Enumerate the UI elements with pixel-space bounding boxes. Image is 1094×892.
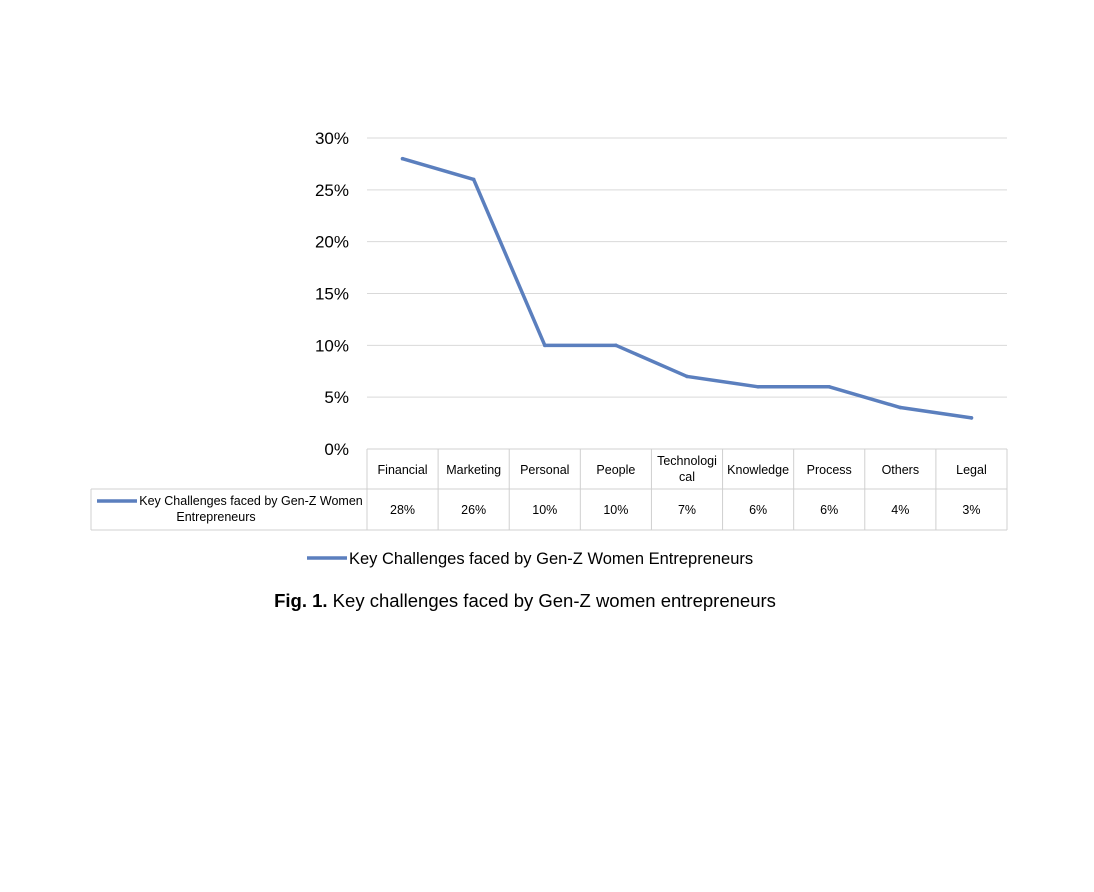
table-series-label: Key Challenges faced by Gen-Z Women Entre…: [139, 494, 363, 524]
data-value-label: 3%: [962, 503, 980, 517]
x-category-label: Others: [882, 463, 920, 477]
data-point: [898, 405, 903, 410]
data-value-label: 10%: [532, 503, 557, 517]
y-tick-label: 20%: [315, 233, 349, 252]
y-tick-label: 0%: [324, 440, 349, 459]
x-category-label: Marketing: [446, 463, 501, 477]
legend: Key Challenges faced by Gen-Z Women Entr…: [307, 550, 753, 568]
series-line: [400, 156, 974, 420]
data-value-label: 10%: [603, 503, 628, 517]
data-point: [685, 374, 689, 379]
gridlines: [367, 137, 1007, 450]
series-line-path: [400, 156, 974, 420]
caption-text: Key challenges faced by Gen-Z women entr…: [327, 590, 776, 611]
data-value-label: 6%: [820, 503, 838, 517]
y-tick-label: 30%: [315, 129, 349, 148]
data-point: [756, 385, 760, 389]
data-value-label: 26%: [461, 503, 486, 517]
y-tick-label: 25%: [315, 181, 349, 200]
x-category-label: Technologi cal: [657, 454, 717, 484]
data-point: [400, 156, 405, 161]
data-value-label: 28%: [390, 503, 415, 517]
data-point: [827, 385, 832, 389]
data-point: [542, 343, 547, 348]
x-category-label: Financial: [378, 463, 428, 477]
x-category-label: Personal: [520, 463, 569, 477]
x-category-label: Legal: [956, 463, 987, 477]
data-point: [614, 343, 618, 348]
y-tick-label: 15%: [315, 285, 349, 304]
data-point: [969, 416, 974, 420]
data-table: Financial Marketing Personal People Technolo…: [90, 448, 1008, 531]
y-tick-label: 10%: [315, 336, 349, 355]
data-value-label: 6%: [749, 503, 767, 517]
y-axis-ticks: 0% 5% 10% 15% 20% 25% 30%: [315, 129, 349, 459]
data-value-label: 4%: [891, 503, 909, 517]
x-category-label: People: [596, 463, 635, 477]
y-tick-label: 5%: [324, 388, 349, 407]
x-category-label: Process: [807, 463, 852, 477]
data-value-label: 7%: [678, 503, 696, 517]
caption-label: Fig. 1.: [274, 590, 328, 611]
legend-label: Key Challenges faced by Gen-Z Women Entr…: [349, 550, 753, 568]
x-category-label: Knowledge: [727, 463, 789, 477]
data-point: [471, 177, 476, 182]
figure-caption: Fig. 1. Key challenges faced by Gen-Z wo…: [0, 590, 1050, 612]
